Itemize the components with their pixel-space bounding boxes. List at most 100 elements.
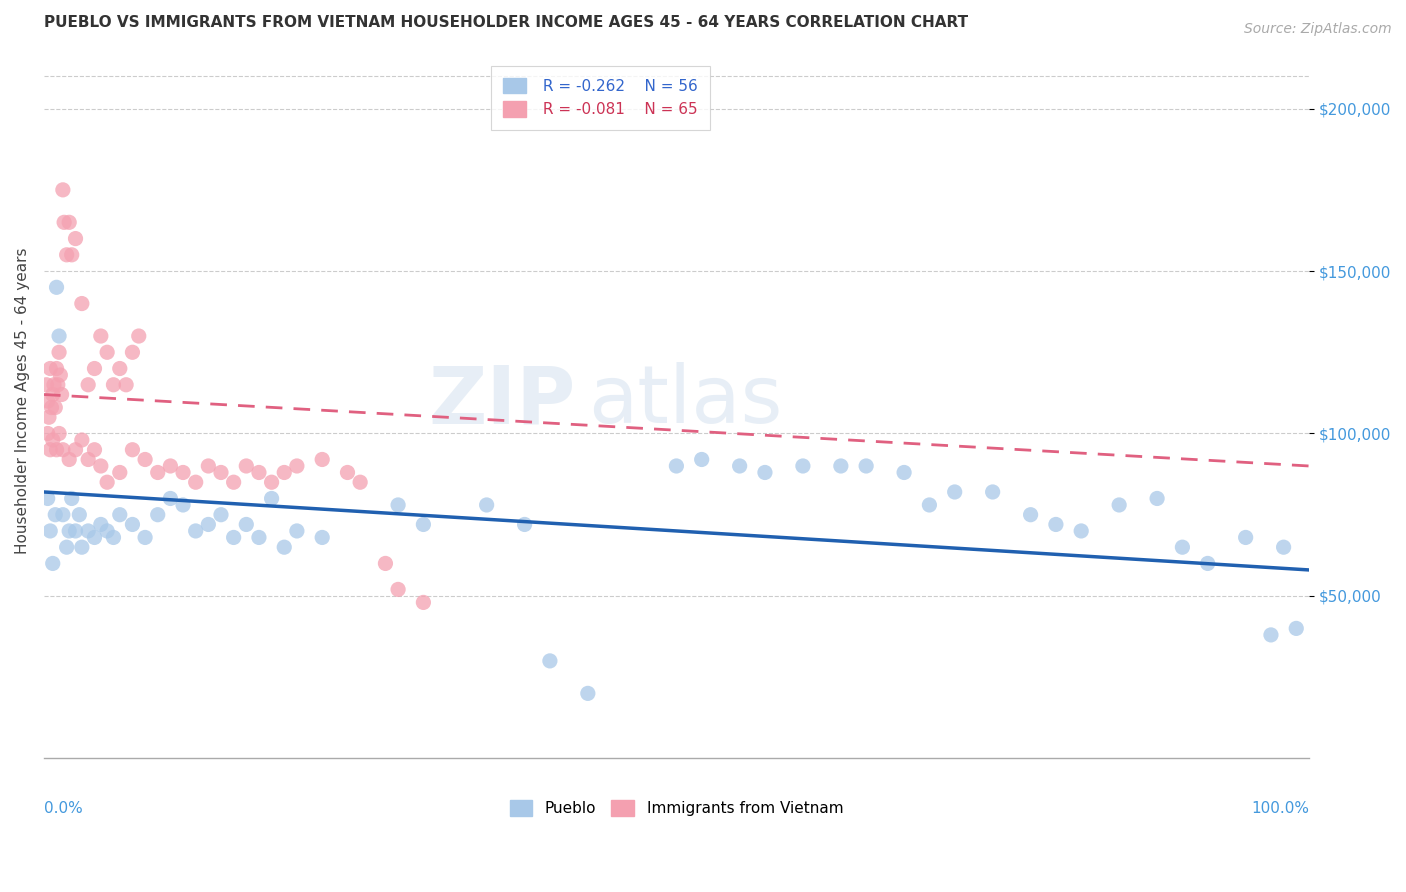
Point [1285, 621, 1308, 635]
Point [918, 498, 941, 512]
Point [90, 517, 112, 532]
Point [108, 466, 131, 480]
Y-axis label: Householder Income Ages 45 - 64 years: Householder Income Ages 45 - 64 years [15, 248, 30, 554]
Point [690, 452, 713, 467]
Point [1234, 531, 1257, 545]
Point [53, 215, 76, 229]
Point [121, 517, 143, 532]
Point [1171, 540, 1194, 554]
Point [1045, 517, 1067, 532]
Point [121, 345, 143, 359]
Point [197, 458, 219, 473]
Point [943, 485, 966, 500]
Point [96, 475, 118, 490]
Point [247, 466, 270, 480]
Text: 0.0%: 0.0% [44, 801, 83, 816]
Point [70, 433, 93, 447]
Point [42, 387, 65, 401]
Point [247, 531, 270, 545]
Point [374, 557, 396, 571]
Point [981, 485, 1004, 500]
Point [134, 452, 156, 467]
Point [44, 508, 66, 522]
Point [35, 377, 58, 392]
Point [65, 442, 87, 457]
Point [39, 442, 62, 457]
Point [39, 361, 62, 376]
Point [387, 498, 409, 512]
Point [45, 280, 67, 294]
Legend:  R = -0.262    N = 56,  R = -0.081    N = 65: R = -0.262 N = 56, R = -0.081 N = 65 [491, 66, 710, 129]
Point [48, 329, 70, 343]
Point [37, 426, 59, 441]
Point [96, 524, 118, 538]
Point [67, 508, 90, 522]
Point [83, 442, 105, 457]
Point [235, 517, 257, 532]
Point [58, 524, 80, 538]
Point [58, 215, 80, 229]
Point [60, 248, 83, 262]
Point [855, 458, 877, 473]
Point [159, 491, 181, 506]
Point [159, 458, 181, 473]
Point [576, 686, 599, 700]
Text: Source: ZipAtlas.com: Source: ZipAtlas.com [1244, 22, 1392, 37]
Point [70, 540, 93, 554]
Point [55, 248, 77, 262]
Point [108, 361, 131, 376]
Point [83, 531, 105, 545]
Point [37, 394, 59, 409]
Point [285, 458, 308, 473]
Point [197, 517, 219, 532]
Point [273, 540, 295, 554]
Point [209, 466, 232, 480]
Point [172, 498, 194, 512]
Point [513, 517, 536, 532]
Text: atlas: atlas [588, 362, 782, 440]
Point [412, 517, 434, 532]
Point [412, 595, 434, 609]
Point [77, 452, 100, 467]
Point [146, 508, 169, 522]
Point [46, 377, 69, 392]
Point [42, 557, 65, 571]
Point [538, 654, 561, 668]
Point [222, 531, 245, 545]
Point [55, 540, 77, 554]
Point [1146, 491, 1168, 506]
Point [52, 183, 75, 197]
Point [1272, 540, 1295, 554]
Point [108, 508, 131, 522]
Point [893, 466, 915, 480]
Point [60, 491, 83, 506]
Point [52, 442, 75, 457]
Point [1197, 557, 1219, 571]
Point [77, 524, 100, 538]
Point [311, 531, 333, 545]
Point [121, 442, 143, 457]
Point [37, 491, 59, 506]
Point [349, 475, 371, 490]
Point [1260, 628, 1282, 642]
Point [128, 329, 150, 343]
Point [44, 401, 66, 415]
Text: ZIP: ZIP [427, 362, 575, 440]
Point [792, 458, 814, 473]
Point [184, 524, 207, 538]
Point [45, 361, 67, 376]
Point [260, 475, 283, 490]
Point [172, 466, 194, 480]
Point [103, 531, 125, 545]
Point [311, 452, 333, 467]
Point [90, 329, 112, 343]
Point [58, 452, 80, 467]
Point [70, 296, 93, 310]
Point [45, 442, 67, 457]
Point [387, 582, 409, 597]
Text: 100.0%: 100.0% [1251, 801, 1309, 816]
Point [1070, 524, 1092, 538]
Point [665, 458, 688, 473]
Point [39, 524, 62, 538]
Point [51, 387, 73, 401]
